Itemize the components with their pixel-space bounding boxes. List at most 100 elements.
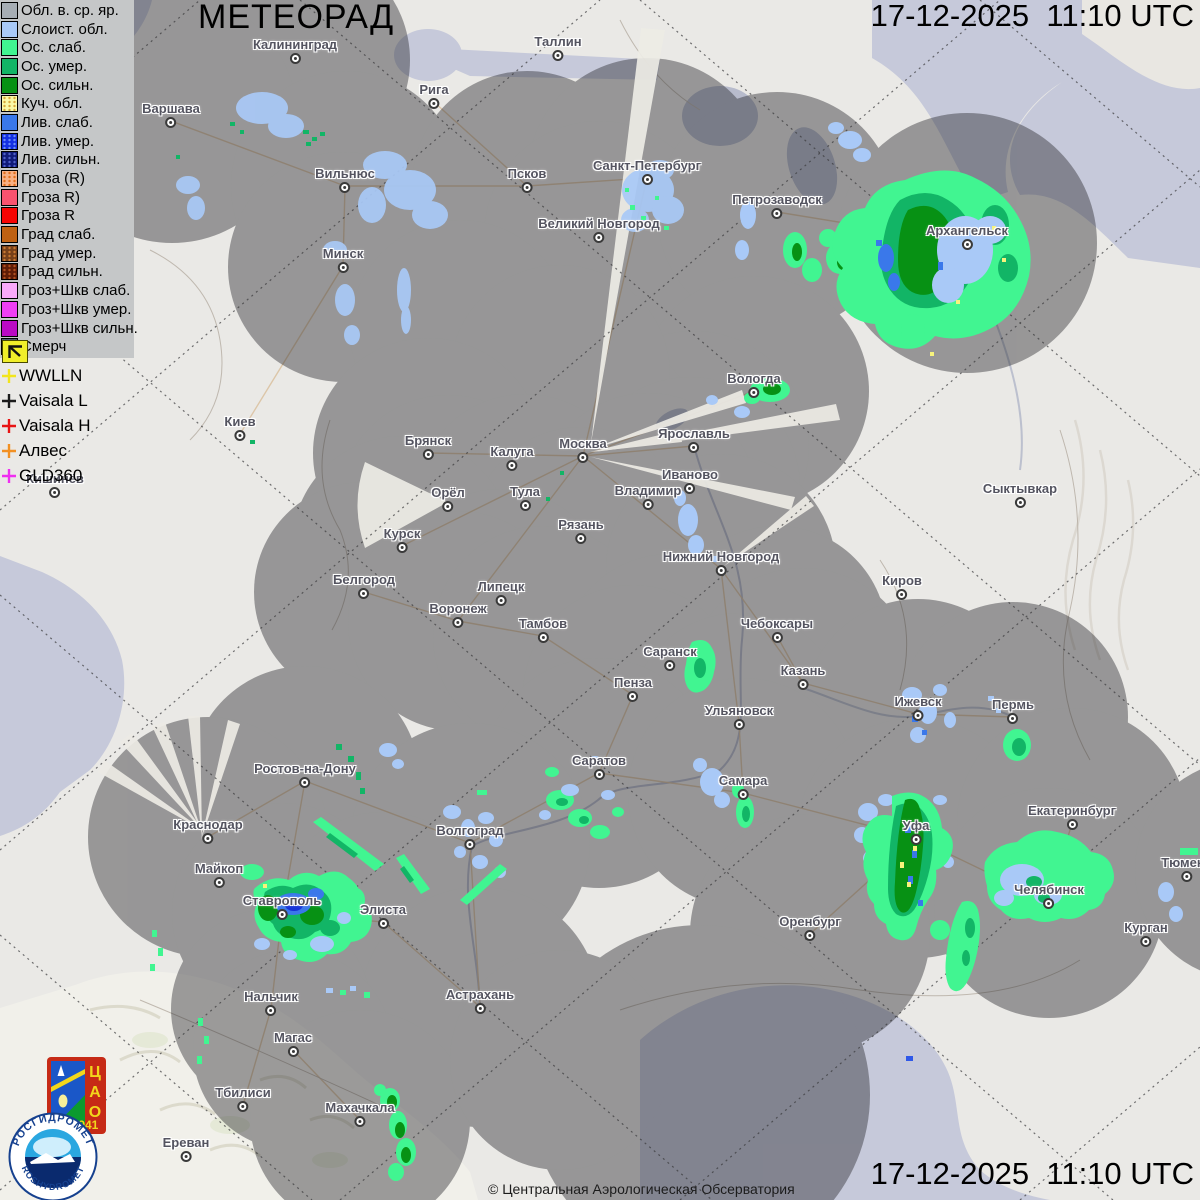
- legend-item: Гроз+Шкв слаб.: [1, 281, 134, 300]
- city-marker-icon: [442, 501, 454, 512]
- city: Тамбов: [519, 617, 567, 643]
- legend-item: Ос. слаб.: [1, 38, 134, 57]
- city-marker-icon: [165, 117, 177, 128]
- city: Казань: [781, 664, 825, 690]
- lightning-source-label: GLD360: [19, 465, 83, 485]
- city-marker-icon: [910, 834, 922, 845]
- city: Сыктывкар: [983, 482, 1057, 508]
- legend-item: Лив. слаб.: [1, 113, 134, 132]
- legend-item: Лив. умер.: [1, 132, 134, 151]
- city-marker-icon: [396, 542, 408, 553]
- city-label: Великий Новгород: [538, 216, 660, 231]
- legend-item: Обл. в. ср. яр.: [1, 1, 134, 20]
- city-marker-icon: [506, 460, 518, 471]
- lightning-cross-icon: [2, 418, 16, 433]
- legend-label: Ос. слаб.: [21, 39, 86, 57]
- legend-label: Лив. умер.: [21, 132, 95, 150]
- city-marker-icon: [641, 174, 653, 185]
- city: Нижний Новгород: [662, 549, 780, 576]
- city: Магас: [274, 1031, 312, 1057]
- city-marker-icon: [737, 789, 749, 800]
- lightning-source-label: WWLLN: [19, 365, 83, 385]
- city-marker-icon: [771, 632, 783, 643]
- legend-item: Гроза (R): [1, 169, 134, 188]
- city: Тула: [510, 485, 540, 511]
- city: Пермь: [992, 698, 1034, 724]
- city: Рига: [419, 82, 449, 109]
- city-label: Тула: [510, 484, 540, 499]
- city-marker-icon: [1140, 936, 1152, 947]
- city-label: Пермь: [992, 697, 1034, 712]
- lightning-source-item: Алвес: [1, 438, 91, 463]
- city-label: Киров: [882, 573, 922, 588]
- lightning-cross-icon: [2, 368, 16, 383]
- city-label: Таллин: [534, 34, 582, 49]
- city-label: Рига: [419, 82, 449, 97]
- city-marker-icon: [234, 430, 246, 441]
- city-marker-icon: [495, 595, 507, 606]
- lightning-source-label: Алвес: [19, 440, 68, 460]
- legend-swatch: [1, 282, 18, 300]
- city: Самара: [718, 773, 768, 800]
- legend-swatch: [1, 226, 18, 244]
- city: Нальчик: [244, 990, 298, 1016]
- city-label: Владимир: [614, 483, 682, 498]
- city-label: Иваново: [662, 467, 718, 482]
- city-marker-icon: [289, 53, 301, 64]
- city: Астрахань: [446, 988, 514, 1014]
- city: Киев: [224, 415, 256, 441]
- city: Краснодар: [173, 818, 243, 844]
- city: Чебоксары: [741, 617, 813, 643]
- lightning-cross-icon: [2, 468, 16, 483]
- city-marker-icon: [299, 777, 311, 788]
- svg-text:А: А: [89, 1084, 101, 1101]
- city-marker-icon: [521, 182, 533, 193]
- legend-label: Гроза R): [21, 188, 81, 206]
- city-marker-icon: [377, 918, 389, 929]
- legend-item: Град умер.: [1, 244, 134, 263]
- city: Таллин: [534, 34, 582, 61]
- city-marker-icon: [715, 565, 727, 576]
- city-label: Нижний Новгород: [662, 549, 780, 564]
- city-label: Чебоксары: [740, 616, 814, 631]
- city-marker-icon: [552, 50, 564, 61]
- legend-label: Гроза R: [21, 207, 76, 225]
- svg-text:О: О: [89, 1104, 101, 1121]
- city-label: Майкоп: [194, 861, 244, 876]
- city: Тюмень: [1161, 856, 1200, 882]
- city-marker-icon: [804, 930, 816, 941]
- city-label: Самара: [718, 773, 768, 788]
- city-marker-icon: [797, 679, 809, 690]
- city-label: Калуга: [490, 444, 534, 459]
- city: Ростов-на-Дону: [254, 762, 356, 788]
- city-label: Вильнюс: [315, 166, 375, 181]
- legend-label: Гроза (R): [21, 170, 86, 188]
- city-label: Псков: [507, 166, 547, 181]
- city-label: Челябинск: [1014, 882, 1084, 897]
- city: Оренбург: [779, 915, 841, 941]
- city-marker-icon: [627, 691, 639, 702]
- legend-swatch: [1, 95, 18, 113]
- city: Майкоп: [195, 862, 243, 888]
- lightning-sources-legend: WWLLN Vaisala L Vaisala H Алвес GLD360: [1, 363, 91, 488]
- city-label: Ижевск: [894, 694, 942, 709]
- city-marker-icon: [537, 632, 549, 643]
- city: Рязань: [558, 518, 604, 544]
- city-label: Брянск: [404, 433, 452, 448]
- city-marker-icon: [684, 483, 696, 494]
- legend-label: Град умер.: [21, 244, 97, 262]
- city-marker-icon: [664, 660, 676, 671]
- city-label: Саратов: [571, 753, 627, 768]
- city-marker-icon: [265, 1005, 277, 1016]
- city: Орёл: [431, 486, 465, 512]
- city-label: Тамбов: [518, 616, 568, 631]
- city: Ижевск: [894, 694, 942, 721]
- legend-swatch: [1, 132, 18, 150]
- city-label: Калининград: [252, 37, 338, 52]
- legend-item: Лив. сильн.: [1, 151, 134, 170]
- city-marker-icon: [961, 239, 973, 250]
- city: Архангельск: [926, 224, 1008, 250]
- attribution-text: © Центральная Аэрологическая Обсерватори…: [488, 1181, 795, 1197]
- city-label: Курган: [1124, 920, 1168, 935]
